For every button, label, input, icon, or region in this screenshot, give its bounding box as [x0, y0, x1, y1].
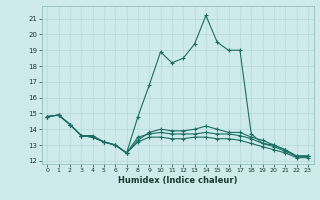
- X-axis label: Humidex (Indice chaleur): Humidex (Indice chaleur): [118, 176, 237, 185]
